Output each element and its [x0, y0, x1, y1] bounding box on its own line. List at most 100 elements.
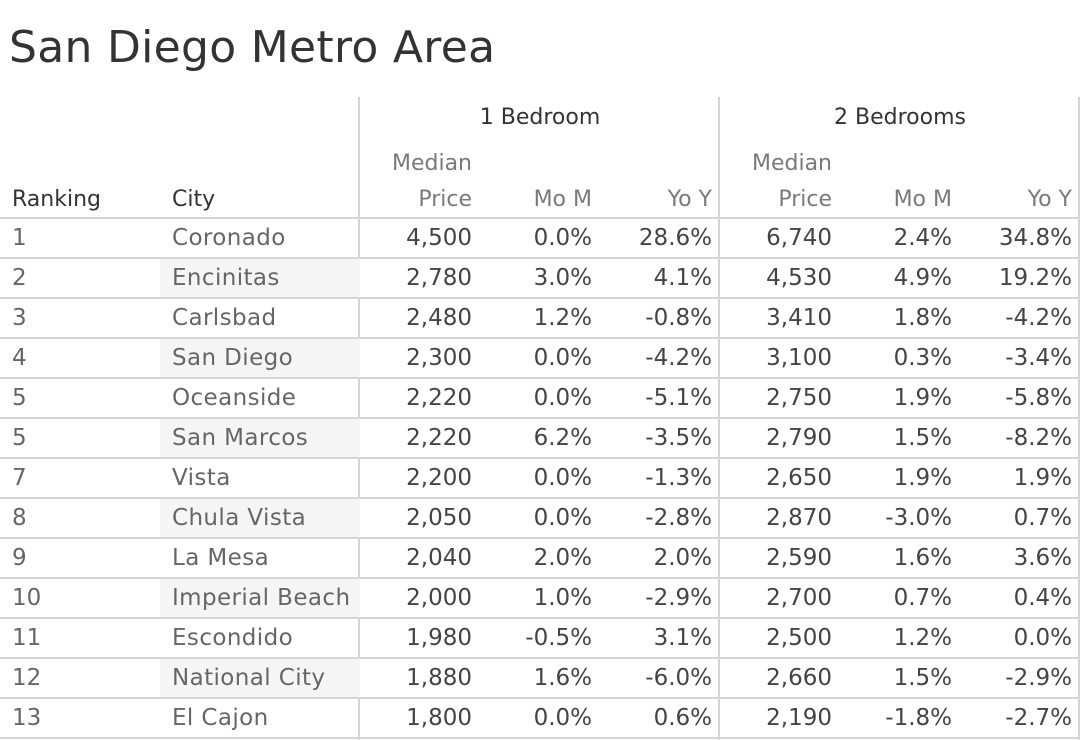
cell-b1-yoy: -0.8% [645, 305, 712, 331]
cell-city: Chula Vista [172, 505, 307, 531]
cell-city: San Diego [172, 345, 294, 371]
row-rule [358, 417, 1080, 419]
cell-b2-yoy: -5.8% [1005, 385, 1072, 411]
city-band [160, 499, 360, 537]
cell-b2-median-price: 2,790 [766, 425, 832, 451]
cell-b2-yoy: 0.7% [1013, 505, 1072, 531]
row-rule-left [0, 377, 358, 379]
row-rule [358, 697, 1080, 699]
table-row: 11 Escondido 1,980 -0.5% 3.1% 2,500 1.2% 0.0% [0, 617, 1084, 657]
cell-b1-mom: 0.0% [533, 385, 592, 411]
row-rule [358, 657, 1080, 659]
row-rule-left [0, 337, 358, 339]
cell-b2-median-price: 3,100 [766, 345, 832, 371]
cell-b1-yoy: -3.5% [645, 425, 712, 451]
row-rule [358, 337, 1080, 339]
cell-b2-mom: 0.3% [893, 345, 952, 371]
cell-rank: 8 [12, 505, 27, 531]
cell-b1-mom: 0.0% [533, 345, 592, 371]
cell-b1-mom: -0.5% [525, 625, 592, 651]
cell-b1-mom: 1.2% [533, 305, 592, 331]
cell-rank: 1 [12, 225, 27, 251]
col-header-b1-yoy: Yo Y [667, 187, 712, 212]
cell-b1-mom: 0.0% [533, 465, 592, 491]
table-row: 5 Oceanside 2,220 0.0% -5.1% 2,750 1.9% -5.8% [0, 377, 1084, 417]
cell-b2-mom: 1.2% [893, 625, 952, 651]
city-band [160, 259, 360, 297]
table-row: 12 National City 1,880 1.6% -6.0% 2,660 1.5% -2… [0, 657, 1084, 697]
col-header-b1-mom: Mo M [533, 187, 592, 212]
cell-b2-yoy: -4.2% [1005, 305, 1072, 331]
col-header-b1-median-line1: Median [391, 151, 472, 176]
table-row: 4 San Diego 2,300 0.0% -4.2% 3,100 0.3% -3.4% [0, 337, 1084, 377]
row-rule-left [0, 577, 358, 579]
cell-city: Escondido [172, 625, 294, 651]
cell-b1-yoy: 3.1% [653, 625, 712, 651]
cell-b1-yoy: -2.8% [645, 505, 712, 531]
cell-b1-mom: 0.0% [533, 505, 592, 531]
group-header-2-bedrooms: 2 Bedrooms [834, 105, 966, 130]
cell-b2-yoy: 3.6% [1013, 545, 1072, 571]
table-bottom-rule [0, 737, 1080, 739]
col-header-b1-median-line2: Price [418, 187, 472, 212]
city-band [160, 659, 360, 697]
cell-b2-mom: 0.7% [893, 585, 952, 611]
row-rule [358, 257, 1080, 259]
row-rule [358, 297, 1080, 299]
cell-city: Imperial Beach [172, 585, 351, 611]
cell-rank: 3 [12, 305, 27, 331]
row-rule-left [0, 297, 358, 299]
cell-b1-yoy: -2.9% [645, 585, 712, 611]
cell-b2-mom: 1.6% [893, 545, 952, 571]
table-row: 3 Carlsbad 2,480 1.2% -0.8% 3,410 1.8% -4.2% [0, 297, 1084, 337]
cell-b2-mom: 2.4% [893, 225, 952, 251]
table-row: 8 Chula Vista 2,050 0.0% -2.8% 2,870 -3.0% 0.7% [0, 497, 1084, 537]
cell-city: Oceanside [172, 385, 297, 411]
cell-b2-yoy: -8.2% [1005, 425, 1072, 451]
cell-b2-median-price: 2,650 [766, 465, 832, 491]
cell-b2-mom: 1.5% [893, 665, 952, 691]
row-rule [358, 537, 1080, 539]
cell-b2-mom: 1.9% [893, 385, 952, 411]
cell-b2-mom: -3.0% [885, 505, 952, 531]
cell-rank: 11 [12, 625, 42, 651]
cell-b2-median-price: 2,750 [766, 385, 832, 411]
row-rule-left [0, 257, 358, 259]
cell-b2-yoy: -3.4% [1005, 345, 1072, 371]
table-row: 10 Imperial Beach 2,000 1.0% -2.9% 2,700 0.7% 0… [0, 577, 1084, 617]
cell-rank: 9 [12, 545, 27, 571]
cell-b1-yoy: -1.3% [645, 465, 712, 491]
row-rule-left [0, 697, 358, 699]
cell-b1-median-price: 1,800 [406, 705, 472, 731]
col-header-b2-yoy: Yo Y [1027, 187, 1072, 212]
table-row: 9 La Mesa 2,040 2.0% 2.0% 2,590 1.6% 3.6% [0, 537, 1084, 577]
cell-b2-median-price: 2,660 [766, 665, 832, 691]
cell-b2-median-price: 2,700 [766, 585, 832, 611]
cell-b1-yoy: 2.0% [653, 545, 712, 571]
row-rule-left [0, 657, 358, 659]
cell-b2-yoy: 1.9% [1013, 465, 1072, 491]
cell-b1-mom: 0.0% [533, 225, 592, 251]
table-row: 1 Coronado 4,500 0.0% 28.6% 6,740 2.4% 34.8% [0, 217, 1084, 257]
cell-b1-median-price: 2,220 [406, 425, 472, 451]
table-row: 2 Encinitas 2,780 3.0% 4.1% 4,530 4.9% 19.2% [0, 257, 1084, 297]
cell-b1-median-price: 4,500 [406, 225, 472, 251]
row-rule-left [0, 617, 358, 619]
cell-b1-median-price: 2,050 [406, 505, 472, 531]
group-header-1-bedroom: 1 Bedroom [479, 105, 601, 130]
cell-rank: 10 [12, 585, 42, 611]
col-header-b2-median-line1: Median [751, 151, 832, 176]
cell-city: National City [172, 665, 326, 691]
row-rule [358, 497, 1080, 499]
cell-city: Coronado [172, 225, 286, 251]
cell-b1-mom: 1.0% [533, 585, 592, 611]
col-header-city: City [172, 187, 216, 212]
row-rule [358, 617, 1080, 619]
cell-b2-median-price: 3,410 [766, 305, 832, 331]
cell-b2-yoy: 34.8% [998, 225, 1072, 251]
cell-b1-yoy: -6.0% [645, 665, 712, 691]
cell-b2-yoy: 0.0% [1013, 625, 1072, 651]
cell-b1-median-price: 1,880 [406, 665, 472, 691]
cell-b1-yoy: 4.1% [653, 265, 712, 291]
cell-b1-median-price: 2,200 [406, 465, 472, 491]
